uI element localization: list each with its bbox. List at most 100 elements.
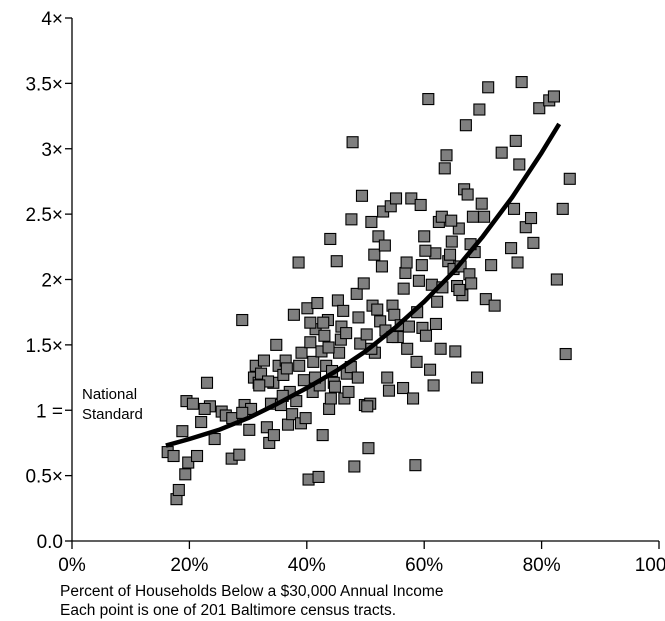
y-tick-label: 0.0 (37, 532, 63, 553)
data-point (533, 102, 546, 115)
data-point (292, 256, 305, 269)
data-point (556, 202, 569, 215)
data-point (427, 379, 440, 392)
y-tick-label: 2× (41, 271, 63, 292)
data-point (350, 287, 363, 300)
data-point (397, 282, 410, 295)
data-point (507, 202, 521, 215)
data-point (409, 459, 422, 472)
data-point (513, 158, 526, 171)
data-point (429, 247, 442, 260)
data-point (438, 162, 451, 175)
data-point (478, 210, 491, 223)
data-point (357, 277, 370, 290)
data-point (429, 317, 442, 331)
data-points (161, 76, 576, 506)
data-point (473, 103, 486, 116)
data-point (333, 346, 346, 359)
data-point (322, 341, 335, 354)
tick-labels: 0.0 0.5× 1 = 1.5× 2× 2.5× 3× 3.5× 4× 0% 20% 40% 60% 8… (25, 9, 665, 576)
data-point (351, 371, 364, 384)
data-point (406, 392, 420, 405)
y-tick-label: 0.5× (25, 467, 63, 488)
data-point (293, 359, 306, 372)
data-point (550, 273, 563, 286)
scatter-chart: 0.0 0.5× 1 = 1.5× 2× 2.5× 3× 3.5× 4× 0% 20% 40% 60% 8… (25, 9, 665, 576)
data-point (195, 415, 208, 429)
data-point (176, 425, 189, 438)
data-point (352, 311, 365, 324)
data-point (418, 230, 431, 243)
data-point (286, 408, 299, 421)
data-point (399, 266, 412, 280)
data-point (362, 442, 375, 455)
data-point (397, 381, 410, 395)
data-point (400, 256, 413, 269)
data-point (372, 230, 385, 243)
data-point (254, 367, 268, 380)
data-point (318, 329, 331, 342)
x-tick-label: 80% (523, 555, 561, 576)
data-point (317, 316, 330, 329)
chart-note: Each point is one of 201 Baltimore censu… (60, 602, 397, 619)
data-point (495, 146, 508, 159)
data-point (414, 198, 427, 212)
data-point (253, 379, 266, 392)
data-point (179, 468, 192, 481)
data-point (270, 338, 283, 351)
data-point (172, 483, 185, 497)
data-point (375, 260, 388, 273)
data-point (281, 418, 295, 431)
data-point (324, 232, 337, 246)
data-point (243, 423, 256, 436)
data-point (208, 432, 221, 446)
data-point (233, 448, 246, 461)
x-tick-label: 100% (635, 555, 665, 576)
data-point (449, 345, 462, 358)
data-point (388, 308, 401, 321)
data-point (563, 172, 576, 185)
data-point (190, 449, 204, 463)
data-point (236, 313, 249, 327)
data-point (443, 248, 457, 261)
data-point (547, 90, 560, 103)
data-point (515, 76, 528, 89)
data-point (452, 222, 465, 235)
data-point (280, 362, 293, 375)
data-point (381, 371, 394, 384)
x-tick-label: 20% (170, 555, 208, 576)
data-point (340, 327, 353, 340)
data-point (470, 371, 484, 384)
axis-ticks (65, 17, 660, 549)
data-point (200, 376, 214, 389)
data-point (342, 385, 355, 398)
data-point (323, 402, 336, 415)
y-tick-label: 2.5× (25, 205, 63, 226)
data-point (348, 460, 361, 473)
data-point (488, 299, 501, 312)
y-tick-label: 4× (41, 9, 63, 30)
data-point (345, 213, 358, 226)
data-point (461, 188, 474, 201)
y-tick-label: 3× (41, 140, 63, 161)
y-tick-label: 3.5× (25, 74, 63, 95)
data-point (431, 295, 444, 308)
data-point (524, 211, 538, 225)
y-tick-label: 1 = (36, 401, 63, 422)
reference-label-line: Standard (82, 406, 143, 423)
data-point (167, 449, 180, 463)
data-point (382, 384, 396, 397)
trend-line (165, 122, 562, 448)
x-tick-label: 60% (405, 555, 443, 576)
data-point (365, 215, 378, 229)
data-point (445, 214, 458, 227)
data-point (361, 400, 374, 413)
data-point (424, 363, 437, 376)
data-point (182, 456, 195, 469)
data-point (267, 429, 280, 442)
data-point (401, 342, 414, 355)
data-point (482, 81, 495, 94)
data-point (301, 302, 314, 315)
data-point (509, 134, 522, 147)
data-point (316, 429, 329, 442)
